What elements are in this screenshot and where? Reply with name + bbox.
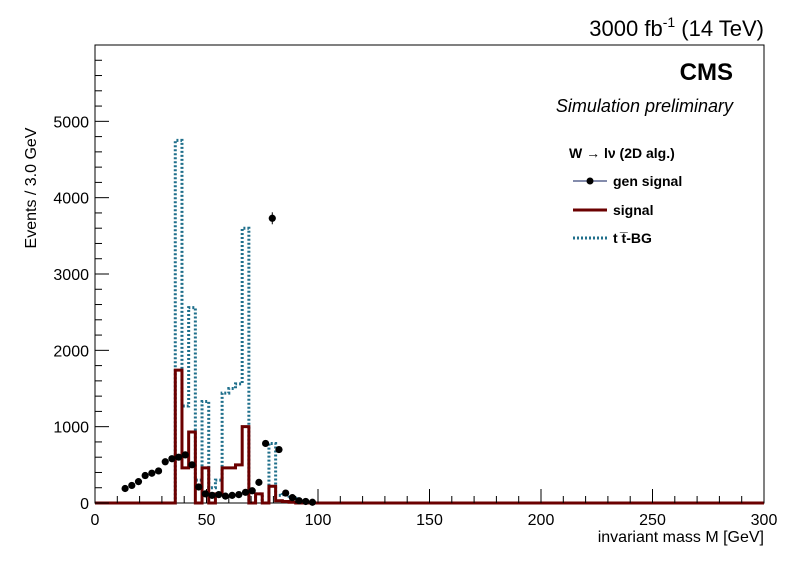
x-tick-label: 50 xyxy=(198,512,216,529)
gen-signal-point xyxy=(282,489,290,497)
gen-signal-point xyxy=(168,455,176,463)
legend: W → lν (2D alg.) gen signal signal t t̅-… xyxy=(569,145,682,246)
gen-signal-point xyxy=(161,458,169,466)
gen-signal-point xyxy=(302,497,310,506)
gen-signal-point xyxy=(148,469,156,477)
gen-signal-point xyxy=(241,488,250,496)
gen-signal-point xyxy=(261,439,270,448)
gen-signal-point xyxy=(195,483,203,491)
gen-signal-point xyxy=(275,445,283,454)
gen-signal-point xyxy=(221,492,230,500)
gen-signal-point xyxy=(268,214,276,222)
legend-entry-signal: signal xyxy=(573,202,653,218)
gen-signal-point xyxy=(208,491,216,499)
gen-signal-point xyxy=(228,491,236,499)
legend-entry-ttbar: t t̅-BG xyxy=(573,230,652,246)
gen-signal-point xyxy=(134,478,143,486)
x-tick-label: 0 xyxy=(91,512,100,529)
cms-label: CMS xyxy=(680,59,733,86)
x-tick-label: 250 xyxy=(639,512,666,529)
gen-signal-point xyxy=(248,487,256,495)
y-tick-label: 4000 xyxy=(53,191,89,208)
x-tick-label: 300 xyxy=(751,512,778,529)
simulation-label: Simulation preliminary xyxy=(556,96,734,116)
signal-histogram xyxy=(95,368,764,505)
gen-signal-point xyxy=(128,481,136,490)
y-tick-label: 1000 xyxy=(53,420,89,437)
energy-label: (14 TeV) xyxy=(675,16,764,41)
x-tick-label: 100 xyxy=(305,512,332,529)
lumi-label: 3000 fb-1 (14 TeV) xyxy=(589,14,764,41)
y-tick-label: 0 xyxy=(80,496,89,513)
x-axis-label: invariant mass M [GeV] xyxy=(598,529,764,546)
legend-entry-gen-signal: gen signal xyxy=(573,173,682,189)
legend-label-ttbar: t t̅-BG xyxy=(613,230,652,246)
gen-signal-point xyxy=(141,471,149,480)
legend-title: W → lν (2D alg.) xyxy=(569,145,675,161)
y-tick-label: 2000 xyxy=(53,343,89,360)
y-tick-label: 3000 xyxy=(53,267,89,284)
legend-label-signal: signal xyxy=(613,202,653,218)
gen-signal-point xyxy=(308,498,317,506)
gen-signal-point xyxy=(175,453,183,461)
lumi-exponent: -1 xyxy=(663,14,676,30)
gen-signal-point xyxy=(188,461,196,469)
gen-signal-point xyxy=(295,497,303,505)
legend-marker-dot xyxy=(586,177,594,185)
gen-signal-point xyxy=(255,478,263,486)
x-tick-label: 150 xyxy=(416,512,443,529)
y-axis-label: Events / 3.0 GeV xyxy=(23,127,40,248)
ttbar-bg-histogram xyxy=(95,138,764,505)
gen-signal-point xyxy=(121,484,129,493)
series-layer xyxy=(95,138,764,506)
gen-signal-point xyxy=(235,491,243,499)
gen-signal-point xyxy=(288,494,296,502)
gen-signal-point xyxy=(215,491,223,499)
gen-signal-point xyxy=(154,467,163,475)
gen-signal-point xyxy=(201,490,209,498)
legend-label-gen-signal: gen signal xyxy=(613,173,682,189)
y-tick-label: 5000 xyxy=(53,114,89,131)
lumi-prefix: 3000 fb xyxy=(589,16,662,41)
x-tick-label: 200 xyxy=(528,512,555,529)
gen-signal-point xyxy=(181,451,189,459)
